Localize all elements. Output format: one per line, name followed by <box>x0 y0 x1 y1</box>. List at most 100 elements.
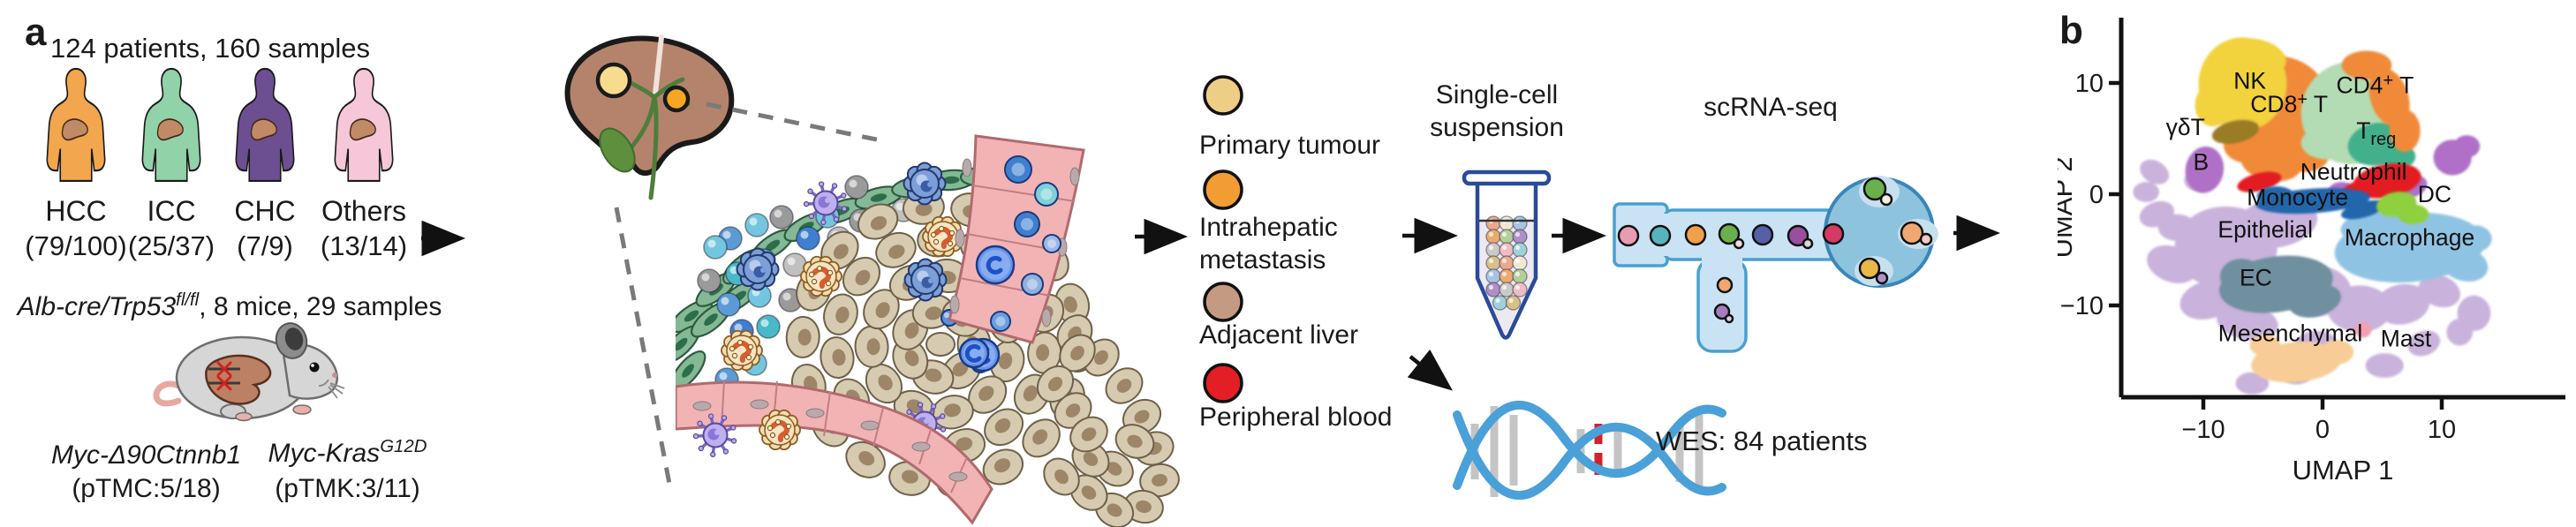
tumour-cell-icon <box>875 231 917 268</box>
group-name-others: Others <box>321 195 407 227</box>
group-name-icc: ICC <box>147 195 196 227</box>
umap-label-cd4-t: CD4+ T <box>2337 71 2414 98</box>
tumour-cell-icon <box>854 325 889 368</box>
umap1-axis-title: UMAP 1 <box>2293 455 2394 486</box>
liver-cell-icon <box>1043 457 1080 496</box>
umap-label-mast: Mast <box>2381 326 2432 352</box>
legend-label-intrahepatic-metastasis: Intrahepatic metastasis <box>1199 213 1338 275</box>
liver-cell-icon <box>1139 463 1180 498</box>
patient-liver-icon <box>61 118 88 141</box>
legend-label-peripheral-blood: Peripheral blood <box>1199 403 1393 432</box>
group-name-hcc: HCC <box>45 195 107 227</box>
umap1-tick-label: 0 <box>2315 416 2330 444</box>
model-1-gene: Myc-Δ90Ctnnb1 <box>51 440 242 470</box>
microfluidic-chip-icon <box>1613 176 1938 353</box>
legend-label-primary-tumour: Primary tumour <box>1199 131 1381 160</box>
umap1-tick-label: 10 <box>2428 416 2456 444</box>
tumour-cell-icon <box>865 363 903 404</box>
mouse-illustration <box>153 322 345 422</box>
dashed-connector-bottom <box>614 207 672 485</box>
liver-cell-icon <box>1114 424 1155 459</box>
strain-sup: fl/fl <box>176 290 200 310</box>
umap-label-mesenchymal: Mesenchymal <box>2218 320 2362 346</box>
legend-label-adjacent-liver: Adjacent liver <box>1199 320 1359 350</box>
macrophage-cell-icon <box>759 409 801 451</box>
patient-figure-others <box>334 67 394 182</box>
tumour-cell-icon <box>857 203 899 240</box>
macrophage-cell-icon <box>721 329 763 372</box>
tumour-microenvironment-illustration <box>676 134 1180 527</box>
umap-cluster-mesenchymal <box>2249 334 2354 383</box>
patient-liver-icon <box>349 118 376 141</box>
patient-figure-icc <box>141 67 201 182</box>
umap-label-nk: NK <box>2233 67 2266 94</box>
patient-liver-icon <box>250 118 277 141</box>
umap-label--t: γδT <box>2166 114 2205 140</box>
patient-figure-chc <box>235 67 295 182</box>
group-count-others: (13/14) <box>320 230 408 261</box>
liver-cell-icon <box>1069 416 1108 453</box>
umap-cluster-cd8-t <box>2341 50 2421 153</box>
umap2-axis-title: UMAP 2 <box>2058 157 2078 259</box>
umap-label-neutrophil: Neutrophil <box>2300 159 2407 185</box>
cohort-title: 124 patients, 160 samples <box>50 33 370 64</box>
umap2-tick-label: −10 <box>2060 292 2104 320</box>
wes-label: WES: 84 patients <box>1656 425 1868 456</box>
umap2-tick-label: 0 <box>2089 181 2104 209</box>
group-count-hcc: (79/100) <box>25 230 127 261</box>
umap-cluster--t <box>2211 119 2259 144</box>
macrophage-cell-icon <box>800 255 842 297</box>
umap-label-treg: Treg <box>2356 117 2396 149</box>
tumour-cell-icon <box>1022 418 1061 458</box>
umap-label-cd8-t: CD8+ T <box>2250 90 2328 117</box>
myeloid-gear-cell-icon <box>903 258 948 302</box>
umap-cluster-neutrophil <box>2237 163 2421 200</box>
liver-cell-icon <box>1105 367 1144 404</box>
group-name-chc: CHC <box>234 195 296 227</box>
scrna-label: scRNA-seq <box>1703 93 1838 122</box>
umap2-tick-label: 10 <box>2075 70 2104 98</box>
umap-plot: 10 0 −10 −10 0 10 UMAP 1 UMAP 2 Epithelial EC Mese… <box>2058 18 2565 486</box>
group-count-chc: (7/9) <box>237 230 293 261</box>
model-2-gene: Myc-KrasG12D <box>253 436 442 471</box>
umap-label-epithelial: Epithelial <box>2217 216 2313 243</box>
umap-label-ec: EC <box>2240 264 2272 290</box>
model-2-gene-base: Myc-Kras <box>268 439 381 468</box>
panel-b-label: b <box>2059 9 2083 52</box>
umap-cluster-mast <box>2354 321 2372 338</box>
model-2-count: (pTMK:3/11) <box>275 474 420 503</box>
peripheral-blood-swatch <box>1203 363 1243 403</box>
tumour-cell-icon <box>785 315 820 358</box>
strain-name: Alb-cre/Trp53 <box>17 292 177 321</box>
tumour-cell-icon <box>982 448 1024 486</box>
model-2-gene-sup: G12D <box>380 437 427 456</box>
dendritic-cell-icon <box>692 413 737 458</box>
arrow-to-wes-icon <box>1407 349 1454 391</box>
tumour-cell-icon <box>823 293 858 335</box>
group-count-icc: (25/37) <box>127 230 215 261</box>
umap1-tick-label: −10 <box>2181 416 2225 444</box>
umap-axes <box>2119 18 2565 400</box>
panel-a-label: a <box>25 11 47 54</box>
dna-helix-icon <box>1453 401 1726 500</box>
tumour-cell-icon <box>842 256 881 297</box>
liver-cell-icon <box>1036 365 1075 403</box>
tumour-cell-icon <box>984 408 1024 447</box>
umap-cluster-monocyte <box>2255 186 2385 220</box>
myeloid-gear-cell-icon <box>736 247 780 291</box>
umap-cluster-nk <box>2195 37 2287 132</box>
primary-tumour-swatch <box>1203 75 1243 116</box>
intrahepatic-metastasis-swatch <box>1203 169 1243 210</box>
strain-rest: , 8 mice, 29 samples <box>199 292 442 321</box>
umap-label-dc: DC <box>2418 181 2451 207</box>
myeloid-gear-cell-icon <box>903 162 947 206</box>
tumour-cell-icon <box>820 336 855 380</box>
patient-liver-icon <box>156 118 184 141</box>
adjacent-liver-swatch <box>1203 282 1243 322</box>
umap-label-b: B <box>2193 148 2209 175</box>
model-1-count: (pTMC:5/18) <box>72 474 221 503</box>
stellate-cell-icon <box>676 350 706 391</box>
umap-label-macrophage: Macrophage <box>2345 224 2474 251</box>
umap-label-monocyte: Monocyte <box>2247 184 2348 211</box>
